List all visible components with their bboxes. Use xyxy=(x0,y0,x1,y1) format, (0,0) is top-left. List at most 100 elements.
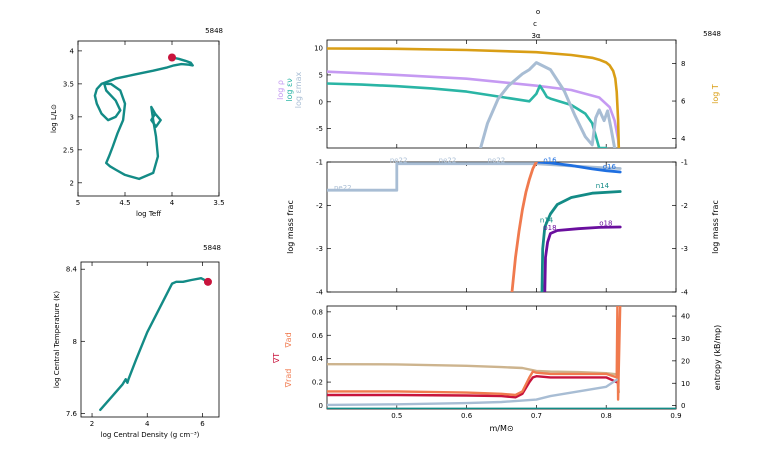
mid-ylabel: log mass frac xyxy=(286,200,295,254)
mid-species-label: n14 xyxy=(596,182,610,190)
bottom-ylabel-grad_T: ∇T xyxy=(272,353,281,364)
mid-right-ytick-label: -3 xyxy=(681,245,688,253)
header-line-2: c xyxy=(533,20,537,28)
bottom-ytick-label: 0.6 xyxy=(312,332,324,340)
mid-right-ytick-label: -2 xyxy=(681,202,688,210)
mid-species-label: ne22 xyxy=(390,157,408,165)
bottom-series-entropy xyxy=(327,363,620,394)
top-series-rho xyxy=(327,70,621,148)
mid-ytick-label: -3 xyxy=(316,245,323,253)
top-ytick-label: 10 xyxy=(314,45,323,53)
gradients-entropy-panel: 0.5 0.6 0.7 0.8 0.900.20.40.60.8010203040m/M… xyxy=(272,305,722,433)
mid-y2label: log mass frac xyxy=(711,200,720,254)
top-ytick-label: -5 xyxy=(316,125,323,133)
bottom-series-grad_T xyxy=(327,375,618,399)
mid-species-label: o18 xyxy=(599,220,612,228)
top-ylabel-rho: log ρ xyxy=(276,80,285,100)
bottom-ylabel-grad_rad: ∇rad xyxy=(284,369,293,389)
bottom-right-ytick-label: 30 xyxy=(681,335,690,343)
hr-diagram-panel: 5 4.5 4 3.5 2 2.5 3 3.5 4 log Teff log L/L⊙ 5848 xyxy=(50,27,225,218)
bottom-xtick-label: 0.7 xyxy=(531,412,542,420)
top-ylabel-epsmax: log εmax xyxy=(294,71,303,108)
bottom-series-epsmax xyxy=(327,378,618,407)
mid-series-o16 xyxy=(535,162,622,174)
mid-clip-plot-area xyxy=(327,162,622,292)
center-xlabel: log Central Density (g cm⁻³) xyxy=(101,431,200,439)
mid-ytick-label: -4 xyxy=(316,289,324,297)
mid-species-label: ne22 xyxy=(439,157,457,165)
hr-ytick-label: 3 xyxy=(70,113,74,121)
bottom-y2label: entropy (kB/mp) xyxy=(713,325,722,390)
bottom-ytick-label: 0.2 xyxy=(312,379,323,387)
top-right-ytick-label: 4 xyxy=(681,135,686,143)
hr-frame xyxy=(77,40,220,197)
center-ytick-label: 8 xyxy=(73,338,77,346)
hr-xtick-label: 4.5 xyxy=(119,199,130,207)
top-y2label: log T xyxy=(711,84,720,104)
bottom-series-grad_ad xyxy=(327,306,622,401)
hr-ytick-label: 2 xyxy=(70,179,74,187)
bottom-ytick-label: 0.4 xyxy=(312,355,324,363)
center-xtick-label: 2 xyxy=(90,420,94,428)
bottom-ytick-label: 0.8 xyxy=(312,308,323,316)
hr-xtick-label: 3.5 xyxy=(213,199,224,207)
center-current-point xyxy=(203,277,212,286)
hr-xtick-label: 4 xyxy=(170,199,175,207)
hr-ytick-label: 4 xyxy=(70,47,75,55)
center-xtick-label: 4 xyxy=(145,420,150,428)
bottom-xtick-label: 0.9 xyxy=(670,412,681,420)
top-frame xyxy=(326,39,677,149)
header-line-3: 3α xyxy=(531,32,540,40)
bottom-xtick-label: 0.6 xyxy=(461,412,473,420)
center-xtick-label: 6 xyxy=(200,420,205,428)
top-ytick-label: 0 xyxy=(319,98,323,106)
header-line-1: o xyxy=(536,8,540,16)
mid-species-label: o18 xyxy=(543,224,556,232)
bottom-right-ytick-label: 40 xyxy=(681,313,690,321)
mid-ytick-label: -1 xyxy=(316,159,323,167)
profile-top-panel: -5 0 5 10 4 6 8 5848 log ρ log εν log εmax log T xyxy=(276,30,721,149)
mid-frame xyxy=(326,161,677,293)
center-track-line xyxy=(99,277,210,411)
hr-ytick-label: 3.5 xyxy=(63,80,74,88)
mid-species-label: ne22 xyxy=(334,184,352,192)
mid-series-o18 xyxy=(543,225,622,292)
mid-species-label: n14 xyxy=(540,217,554,225)
center-clip-plot-area xyxy=(99,277,210,411)
hr-ylabel: log L/L⊙ xyxy=(50,104,58,133)
center-ylabel: log Central Temperature (K) xyxy=(53,291,61,388)
top-right-ytick-label: 6 xyxy=(681,98,686,106)
mid-species-label: o16 xyxy=(543,157,557,165)
center-frame xyxy=(80,261,220,418)
hr-track-line xyxy=(93,56,194,181)
hr-xtick-label: 5 xyxy=(76,199,80,207)
top-model-number: 5848 xyxy=(703,30,721,38)
mid-right-ytick-label: -4 xyxy=(681,289,689,297)
hr-xlabel: log Teff xyxy=(136,210,161,218)
top-ylabel-eps: log εν xyxy=(285,78,294,102)
center-ytick-label: 8.4 xyxy=(66,266,78,274)
bottom-right-ytick-label: 20 xyxy=(681,357,690,365)
top-clip-plot-area xyxy=(327,47,621,148)
bottom-xlabel: m/M⊙ xyxy=(489,424,513,433)
hr-clip-plot-area xyxy=(93,56,194,181)
bottom-xtick-label: 0.5 xyxy=(391,412,402,420)
hr-current-point xyxy=(168,53,176,62)
top-series-epsmax xyxy=(479,61,617,148)
central-density-temperature-panel: 2 4 6 7.6 8 8.4 log Central Density (g cm⁻³) lo… xyxy=(53,244,221,439)
mid-species-label: ne22 xyxy=(488,157,506,165)
mid-series-n14 xyxy=(540,190,622,292)
bottom-right-ytick-label: 10 xyxy=(681,380,690,388)
bottom-ytick-label: 0 xyxy=(319,402,323,410)
hr-ytick-label: 2.5 xyxy=(63,146,74,154)
top-ytick-label: 5 xyxy=(319,71,323,79)
mid-right-ytick-label: -1 xyxy=(681,159,688,167)
center-ytick-label: 7.6 xyxy=(66,410,78,418)
bottom-ylabel-grad_ad: ∇ad xyxy=(284,332,293,348)
top-right-ytick-label: 8 xyxy=(681,60,685,68)
bottom-right-ytick-label: 0 xyxy=(681,402,685,410)
mid-series-c12 xyxy=(510,162,538,292)
top-series-logT xyxy=(327,47,621,148)
mid-ytick-label: -2 xyxy=(316,202,323,210)
